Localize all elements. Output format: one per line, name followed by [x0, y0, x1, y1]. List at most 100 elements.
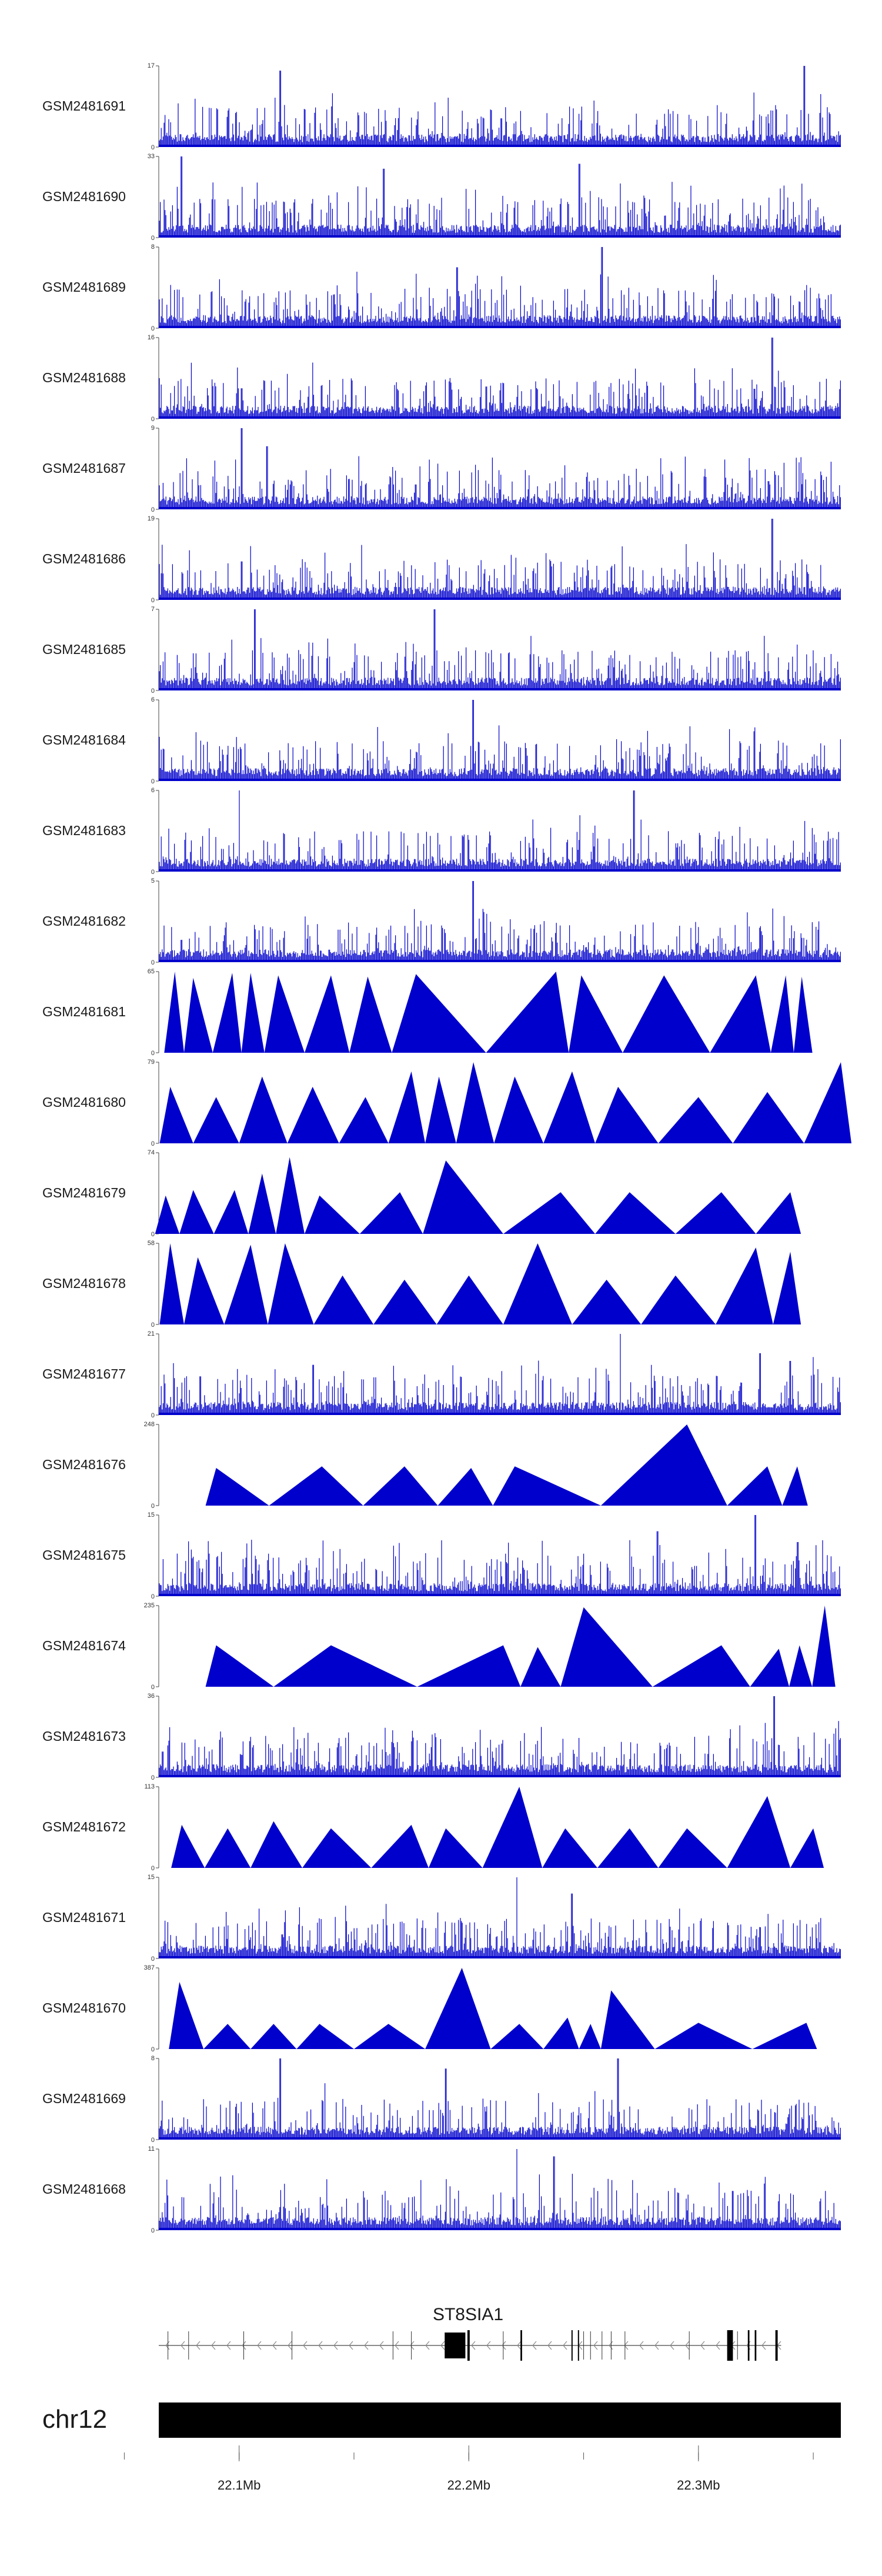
- y-tick-label-max: 58: [148, 1240, 155, 1247]
- exon: [747, 2330, 750, 2361]
- track-GSM2481677: GSM2481677 21 0: [42, 1330, 841, 1419]
- peak-mark: [428, 1828, 483, 1868]
- track-label: GSM2481678: [42, 1276, 126, 1291]
- peak-mark: [205, 1828, 251, 1868]
- peak-mark: [250, 2024, 297, 2049]
- y-tick-label-min: 0: [151, 1684, 155, 1691]
- strand-arrow: [654, 2341, 659, 2350]
- peak-mark: [425, 1076, 456, 1143]
- peak-mark: [773, 1252, 801, 1324]
- peak-mark: [169, 1981, 204, 2049]
- track-label: GSM2481682: [42, 913, 126, 929]
- track-label: GSM2481674: [42, 1638, 126, 1653]
- y-tick-label-max: 8: [151, 2055, 155, 2062]
- peak-mark: [302, 1828, 372, 1868]
- strand-arrow: [425, 2341, 430, 2350]
- exon: [520, 2330, 522, 2361]
- peak-mark: [171, 1824, 205, 1868]
- track-label: GSM2481673: [42, 1729, 126, 1744]
- y-tick-label-max: 235: [144, 1602, 155, 1609]
- y-tick-label-min: 0: [151, 325, 155, 332]
- peak-mark: [503, 1192, 596, 1234]
- peak-mark: [560, 1607, 653, 1687]
- y-tick-label-min: 0: [151, 2137, 155, 2144]
- peak-mark: [268, 1243, 314, 1324]
- peak-mark: [569, 975, 623, 1053]
- coverage-baseline: [159, 869, 841, 872]
- peak-mark: [543, 2017, 579, 2049]
- strand-arrow: [410, 2341, 415, 2350]
- peak-mark: [597, 1828, 659, 1868]
- y-tick-label-max: 9: [151, 425, 155, 432]
- exon: [571, 2330, 573, 2361]
- track-GSM2481672: GSM2481672 113 0: [42, 1783, 824, 1872]
- y-tick-label-min: 0: [151, 2046, 155, 2053]
- peak-mark: [354, 2024, 426, 2049]
- peak-mark: [793, 976, 813, 1053]
- exon: [445, 2333, 466, 2358]
- chromosome-bar: [159, 2403, 841, 2438]
- peak-mark: [363, 1466, 438, 1506]
- coverage-bars: [159, 2058, 841, 2140]
- y-tick-label-min: 0: [151, 506, 155, 513]
- gene-label: ST8SIA1: [433, 2305, 503, 2324]
- coverage-baseline: [159, 688, 841, 690]
- y-tick-label-max: 19: [148, 515, 155, 522]
- coverage-baseline: [159, 2228, 841, 2230]
- y-tick-label-max: 387: [144, 1964, 155, 1971]
- coverage-bars: [159, 1334, 841, 1415]
- strand-arrow: [333, 2341, 338, 2350]
- strand-arrow: [639, 2341, 644, 2350]
- track-GSM2481683: GSM2481683 6 0: [42, 787, 841, 876]
- peak-mark: [520, 1647, 561, 1687]
- peak-mark: [710, 975, 771, 1053]
- coverage-baseline: [159, 1775, 841, 1777]
- y-tick-label-max: 7: [151, 606, 155, 613]
- peak-mark: [727, 1796, 791, 1868]
- track-GSM2481688: GSM2481688 16 0: [42, 334, 841, 423]
- y-tick-label-min: 0: [151, 778, 155, 785]
- exon: [775, 2330, 778, 2361]
- peak-mark: [770, 975, 794, 1053]
- peak-mark: [359, 1192, 423, 1234]
- strand-arrow: [395, 2341, 399, 2350]
- strand-arrow: [226, 2341, 231, 2350]
- axis-tick-label: 22.3Mb: [677, 2478, 720, 2492]
- coverage-baseline: [159, 1594, 841, 1596]
- coverage-bars: [159, 609, 841, 690]
- track-GSM2481670: GSM2481670 387 0: [42, 1964, 817, 2053]
- peak-mark: [193, 1097, 239, 1143]
- peak-mark: [572, 1279, 642, 1324]
- peak-mark: [543, 1071, 596, 1143]
- y-tick-label-min: 0: [151, 1593, 155, 1600]
- track-label: GSM2481691: [42, 98, 126, 114]
- peak-mark: [155, 1195, 180, 1234]
- y-tick-label-max: 74: [148, 1149, 155, 1156]
- coverage-bars: [159, 1696, 841, 1777]
- peak-mark: [159, 1243, 184, 1324]
- track-label: GSM2481677: [42, 1366, 126, 1382]
- y-tick-label-min: 0: [151, 416, 155, 423]
- track-label: GSM2481676: [42, 1457, 126, 1472]
- peak-mark: [184, 977, 213, 1053]
- peak-mark: [752, 2023, 817, 2049]
- peak-mark: [296, 2024, 354, 2049]
- y-tick-label-max: 113: [144, 1783, 155, 1790]
- track-GSM2481676: GSM2481676 248 0: [42, 1421, 808, 1510]
- strand-arrow: [685, 2341, 690, 2350]
- peak-mark: [205, 1468, 269, 1506]
- peak-mark: [490, 2024, 544, 2049]
- peak-mark: [339, 1097, 389, 1143]
- strand-arrow: [288, 2341, 292, 2350]
- peak-mark: [600, 1424, 727, 1506]
- peak-mark: [456, 1062, 495, 1143]
- strand-arrow: [547, 2341, 552, 2350]
- strand-arrow: [318, 2341, 323, 2350]
- coverage-baseline: [159, 1413, 841, 1415]
- y-tick-label-max: 6: [151, 787, 155, 794]
- coverage-baseline: [159, 598, 841, 600]
- coverage-baseline: [159, 1956, 841, 1958]
- peak-mark: [789, 1645, 813, 1687]
- y-tick-label-min: 0: [151, 959, 155, 966]
